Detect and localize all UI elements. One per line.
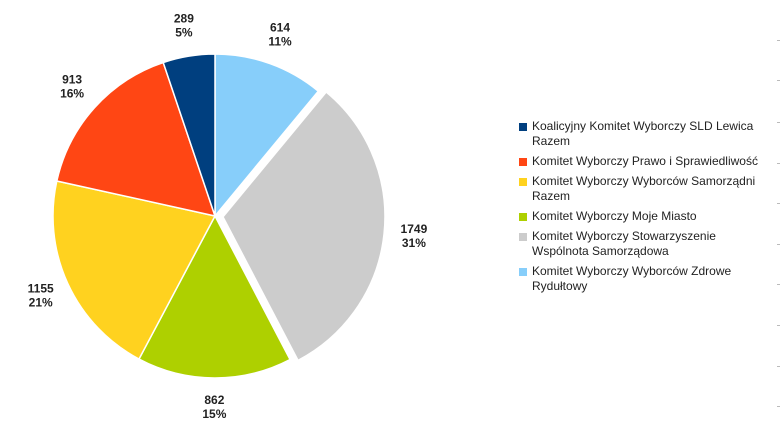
legend-swatch — [519, 213, 527, 221]
pie-slices — [52, 53, 386, 379]
slice-data-label: 913 16% — [60, 73, 84, 101]
axis-tick-mark — [777, 284, 780, 285]
axis-tick-mark — [777, 40, 780, 41]
slice-value-label: 614 — [270, 20, 290, 34]
legend-swatch — [519, 233, 527, 241]
slice-percent-label: 21% — [29, 295, 53, 309]
legend: Koalicyjny Komitet Wyborczy SLD Lewica R… — [519, 119, 771, 299]
pie-slice — [222, 90, 386, 362]
legend-label: Komitet Wyborczy Prawo i Sprawiedliwość — [532, 154, 758, 168]
legend-item: Komitet Wyborczy Wyborców Samorządni Raz… — [519, 174, 771, 204]
legend-item: Komitet Wyborczy Prawo i Sprawiedliwość — [519, 154, 771, 169]
slice-percent-label: 11% — [268, 34, 292, 48]
slice-value-label: 289 — [174, 12, 194, 26]
slice-data-label: 289 5% — [174, 12, 194, 40]
axis-tick-mark — [777, 406, 780, 407]
legend-swatch — [519, 158, 527, 166]
legend-swatch — [519, 268, 527, 276]
slice-percent-label: 31% — [402, 236, 426, 250]
legend-swatch — [519, 178, 527, 186]
legend-item: Komitet Wyborczy Stowarzyszenie Wspólnot… — [519, 229, 771, 259]
legend-item: Koalicyjny Komitet Wyborczy SLD Lewica R… — [519, 119, 771, 149]
slice-percent-label: 16% — [60, 87, 84, 101]
axis-tick-mark — [777, 80, 780, 81]
pie-slice — [137, 214, 292, 379]
axis-tick-mark — [777, 203, 780, 204]
axis-tick-mark — [777, 244, 780, 245]
slice-data-label: 1155 21% — [28, 281, 54, 309]
legend-item: Komitet Wyborczy Moje Miasto — [519, 209, 771, 224]
slice-value-label: 913 — [62, 73, 82, 87]
pie-slice — [162, 53, 216, 217]
slice-data-label: 1749 31% — [401, 222, 428, 250]
slice-percent-label: 5% — [175, 26, 193, 40]
pie-slice — [214, 53, 320, 219]
pie-labels: 614 11% 1749 31% 862 15% 1155 21% 913 16% 289 5% — [28, 12, 428, 422]
legend-label: Komitet Wyborczy Wyborców Zdrowe Rydułto… — [532, 264, 732, 293]
legend-label: Komitet Wyborczy Moje Miasto — [532, 209, 697, 223]
slice-value-label: 862 — [204, 393, 224, 407]
slice-value-label: 1749 — [401, 222, 428, 236]
axis-tick-mark — [777, 163, 780, 164]
axis-tick-mark — [777, 366, 780, 367]
slice-data-label: 614 11% — [268, 20, 292, 48]
legend-label: Koalicyjny Komitet Wyborczy SLD Lewica R… — [532, 119, 754, 148]
pie-slice — [52, 180, 217, 361]
slice-data-label: 862 15% — [202, 393, 226, 421]
legend-label: Komitet Wyborczy Stowarzyszenie Wspólnot… — [532, 229, 716, 258]
legend-item: Komitet Wyborczy Wyborców Zdrowe Rydułto… — [519, 264, 771, 294]
axis-tick-mark — [777, 122, 780, 123]
legend-swatch — [519, 123, 527, 131]
axis-tick-mark — [777, 325, 780, 326]
slice-value-label: 1155 — [28, 281, 54, 295]
legend-label: Komitet Wyborczy Wyborców Samorządni Raz… — [532, 174, 756, 203]
pie-chart: 614 11% 1749 31% 862 15% 1155 21% 913 16% 289 5% — [28, 12, 428, 422]
slice-percent-label: 15% — [202, 407, 226, 421]
